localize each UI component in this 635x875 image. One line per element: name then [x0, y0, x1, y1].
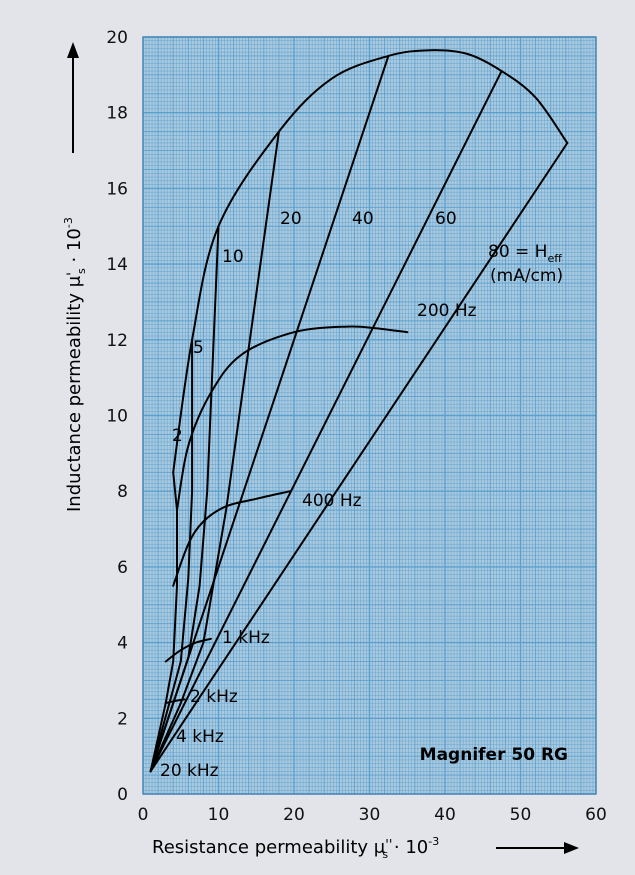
label-series-40: 40 — [352, 209, 374, 229]
x-tick-label: 0 — [138, 805, 149, 825]
y-tick-label: 14 — [106, 255, 128, 275]
y-label-sub: s — [75, 268, 88, 274]
x-label-rest: · 10 — [388, 837, 428, 858]
y-tick-label: 8 — [117, 482, 128, 502]
y-tick-label: 12 — [106, 331, 128, 351]
label-series-20: 20 — [280, 209, 302, 229]
y-tick-label: 16 — [106, 179, 128, 199]
label-series-10: 10 — [222, 247, 244, 267]
label-400hz: 400 Hz — [302, 491, 362, 511]
field-line-60 — [149, 70, 503, 773]
field-line-80 — [149, 142, 569, 773]
x-label-main: Resistance permeability μ — [152, 837, 386, 858]
label-series-2: 2 — [172, 426, 183, 446]
label-2khz: 2 kHz — [190, 687, 238, 707]
x-tick-label: 50 — [510, 805, 532, 825]
x-tick-label: 30 — [359, 805, 381, 825]
y-tick-label: 6 — [117, 558, 128, 578]
y-axis-label: Inductance permeability μ's · 10-3 — [62, 217, 88, 512]
y-label-exp: -3 — [62, 217, 75, 228]
plot-border — [142, 36, 597, 795]
curve-layer — [149, 49, 569, 773]
grid — [142, 36, 597, 795]
y-axis-arrow-icon — [67, 42, 79, 58]
frequency-curve-200hz — [176, 325, 409, 512]
label-series-80-heff: 80 = Heff — [488, 242, 562, 265]
y-tick-labels: 0 2 4 6 8 10 12 14 16 18 20 — [106, 28, 128, 805]
x-tick-label: 60 — [585, 805, 607, 825]
label-4khz: 4 kHz — [176, 727, 224, 747]
y-label-prime: ' — [65, 272, 81, 276]
label-20khz: 20 kHz — [160, 761, 219, 781]
field-line-20 — [149, 130, 280, 773]
heff-prefix: 80 = H — [488, 242, 547, 262]
label-series-5: 5 — [193, 338, 204, 358]
frequency-curve-1khz — [164, 637, 212, 663]
x-tick-labels: 0 10 20 30 40 50 60 — [138, 805, 607, 825]
y-tick-label: 2 — [117, 709, 128, 729]
x-tick-label: 10 — [208, 805, 230, 825]
x-label-prime: '' — [385, 838, 392, 853]
frequency-curve-2khz — [164, 698, 186, 705]
chart-title: Magnifer 50 RG — [420, 745, 568, 765]
y-tick-label: 10 — [106, 407, 128, 427]
y-tick-label: 20 — [106, 28, 128, 48]
x-tick-label: 40 — [434, 805, 456, 825]
label-series-60: 60 — [435, 209, 457, 229]
frequency-curve-400hz — [172, 490, 292, 587]
label-200hz: 200 Hz — [417, 301, 477, 321]
x-label-exp: -3 — [428, 835, 439, 848]
heff-subscript: eff — [547, 252, 562, 265]
y-tick-label: 4 — [117, 634, 128, 654]
x-label-sub: s — [382, 848, 388, 861]
label-1khz: 1 kHz — [222, 628, 270, 648]
field-line-5 — [149, 338, 194, 773]
field-line-2 — [149, 471, 178, 773]
x-axis-arrow-icon — [564, 842, 579, 854]
field-line-40 — [149, 54, 390, 773]
envelope-curve — [172, 49, 569, 474]
label-field-unit: (mA/cm) — [490, 266, 563, 286]
y-label-rest: · 10 — [64, 228, 85, 268]
y-tick-label: 0 — [117, 785, 128, 805]
x-tick-label: 20 — [283, 805, 305, 825]
x-axis-label: Resistance permeability μ'' s · 10-3 — [152, 835, 439, 861]
y-tick-label: 18 — [106, 104, 128, 124]
y-label-main: Inductance permeability μ — [64, 275, 85, 512]
